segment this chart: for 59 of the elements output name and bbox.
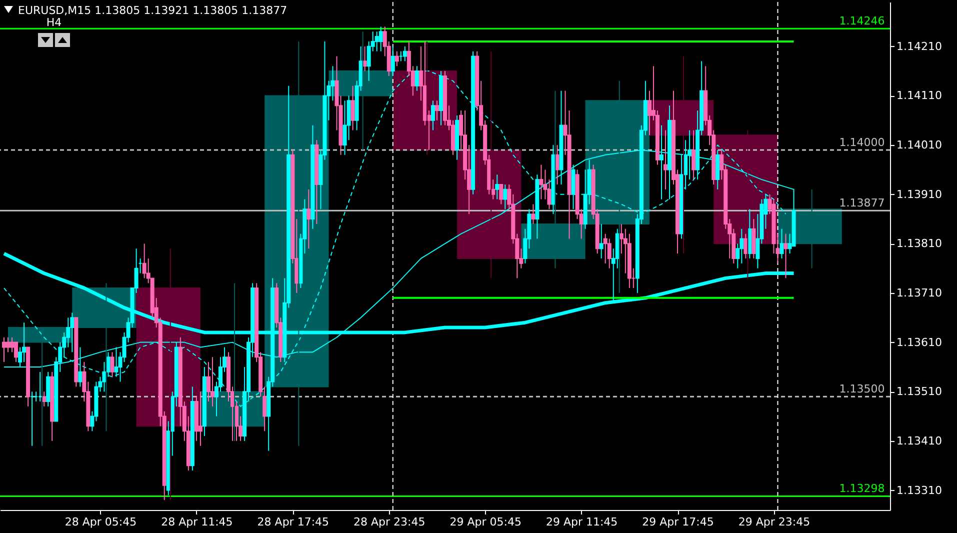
x-tick-label: 29 Apr 05:45 xyxy=(450,516,522,528)
annotation: H4 xyxy=(46,16,62,29)
y-tick-label: 1.13410 xyxy=(896,434,942,448)
ref-line-label: 1.13298 xyxy=(839,482,885,496)
y-tick-label: 1.13310 xyxy=(896,484,942,497)
candlestick xyxy=(692,130,696,180)
x-tick-label: 29 Apr 17:45 xyxy=(642,516,714,528)
candlestick xyxy=(434,100,439,121)
candlestick xyxy=(374,31,379,52)
candlestick xyxy=(531,204,536,224)
y-tick-label: 1.13510 xyxy=(896,385,942,398)
ref-line-label: 1.14246 xyxy=(839,14,885,28)
x-tick-label: 29 Apr 23:45 xyxy=(738,516,810,528)
candlestick xyxy=(780,228,784,259)
candlestick xyxy=(599,223,604,259)
candlestick xyxy=(70,312,74,353)
candlestick xyxy=(503,184,508,210)
x-tick-label: 28 Apr 23:45 xyxy=(354,516,426,528)
candlestick xyxy=(499,184,504,205)
candlestick xyxy=(495,174,500,200)
candlestick xyxy=(362,46,367,72)
candlestick xyxy=(744,233,748,259)
candlestick xyxy=(607,238,612,269)
candlestick xyxy=(394,50,399,67)
y-tick-label: 1.13610 xyxy=(896,336,942,349)
candlestick xyxy=(402,46,407,62)
candlestick xyxy=(110,352,114,378)
y-tick-label: 1.14210 xyxy=(896,40,942,53)
x-tick-label: 28 Apr 05:45 xyxy=(64,516,137,528)
candlestick xyxy=(2,336,6,363)
candlestick xyxy=(539,164,544,200)
candlestick xyxy=(430,100,435,131)
candlestick xyxy=(142,243,146,279)
candlestick xyxy=(306,188,311,250)
y-tick-label: 1.13710 xyxy=(896,286,942,300)
x-tick-label: 29 Apr 11:45 xyxy=(546,516,618,528)
candlestick xyxy=(555,144,560,185)
candlestick xyxy=(784,233,788,279)
candlestick xyxy=(350,85,355,131)
candlestick xyxy=(390,46,395,76)
x-tick-label: 28 Apr 11:45 xyxy=(161,516,233,528)
y-tick-label: 1.14110 xyxy=(896,89,942,102)
candlestick xyxy=(663,130,668,190)
candlestick xyxy=(6,336,10,353)
ref-line-label: 1.13877 xyxy=(839,196,885,210)
candlestick xyxy=(414,66,419,92)
chart-title: EURUSD,M15 1.13805 1.13921 1.13805 1.13877 xyxy=(18,4,288,17)
ref-line-label: 1.14000 xyxy=(839,136,885,149)
y-tick-label: 1.14010 xyxy=(896,138,942,152)
candlestick xyxy=(42,391,46,407)
candlestick xyxy=(210,356,214,407)
x-tick-label: 28 Apr 17:45 xyxy=(257,516,330,528)
y-tick-label: 1.13910 xyxy=(896,188,942,201)
y-tick-label: 1.13810 xyxy=(896,237,942,250)
ref-line-label: 1.13500 xyxy=(839,382,885,396)
candlestick xyxy=(14,342,18,363)
candlestick xyxy=(378,26,383,52)
candlestick xyxy=(198,391,202,446)
candlestick xyxy=(22,322,26,363)
